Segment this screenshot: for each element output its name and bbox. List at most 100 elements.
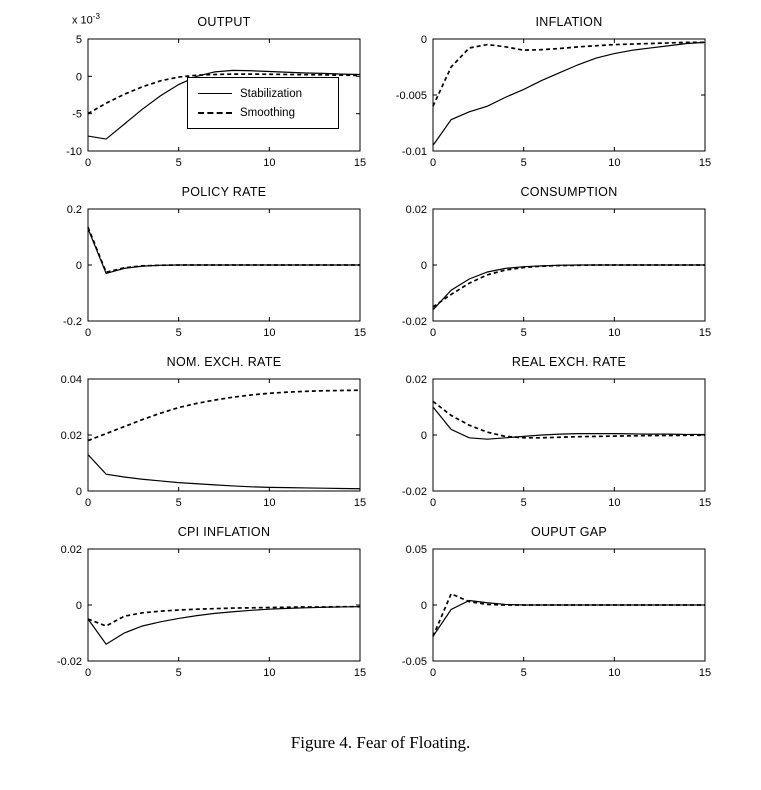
subplot-cpi-inflation: CPI INFLATION 0 5 10 15 -0.02 0 0.02: [38, 522, 383, 686]
x-tick-label: 0: [430, 157, 436, 169]
y-tick-label: 0.02: [406, 204, 427, 216]
series-line-solid: [432, 264, 705, 311]
plot-area-real-exch-rate: 0 5 10 15 -0.02 0 0.02: [383, 373, 723, 515]
plot-area-cpi-inflation: 0 5 10 15 -0.02 0 0.02: [38, 543, 378, 685]
x-tick-label: 10: [608, 157, 620, 169]
x-tick-label: 15: [354, 157, 366, 169]
plot-area-ouput-gap: 0 5 10 15 -0.05 0 0.05: [383, 543, 723, 685]
chart-title-consumption: CONSUMPTION: [520, 185, 618, 199]
chart-canvas: 0 5 10 15 -0.01 -0.005 0: [396, 34, 711, 169]
x-tick-label: 15: [354, 497, 366, 509]
plot-area-consumption: 0 5 10 15 -0.02 0 0.02: [383, 203, 723, 345]
series-line-solid: [87, 228, 360, 275]
x-tick-label: 0: [85, 157, 91, 169]
series-line-dashed: [87, 389, 361, 442]
y-tick-label: 0: [76, 260, 82, 272]
y-tick-label: -0.02: [402, 486, 427, 498]
y-tick-label: -10: [66, 146, 82, 158]
chart-title-inflation: INFLATION: [535, 15, 603, 29]
chart-canvas: 0 5 10 15-0.200.2: [63, 204, 366, 339]
x-tick-label: 10: [608, 667, 620, 679]
y-tick-label: 0: [421, 600, 427, 612]
figure-caption: Figure 4. Fear of Floating.: [290, 733, 471, 752]
subplot-ouput-gap: OUPUT GAP 0 5 10 15 -0.05 0 0.05: [383, 522, 728, 686]
y-tick-label: 0.02: [61, 544, 82, 556]
solid-line-sample-icon: [198, 93, 232, 94]
x-tick-label: 10: [263, 327, 275, 339]
x-tick-label: 10: [263, 497, 275, 509]
x-tick-label: 5: [176, 497, 182, 509]
y-tick-label: 0: [421, 34, 427, 46]
y-axis-scale-label: x 10-3: [72, 12, 100, 27]
y-tick-label: -0.05: [402, 656, 427, 668]
x-tick-label: 5: [521, 497, 527, 509]
subplot-nom-exch-rate: NOM. EXCH. RATE 0 5 10 15 0 0.02 0.04: [38, 352, 383, 516]
y-tick-label: 0.04: [61, 374, 82, 386]
y-tick-label: 0: [421, 430, 427, 442]
chart-title-policy-rate: POLICY RATE: [181, 185, 267, 199]
legend: Stabilization Smoothing: [187, 77, 339, 129]
y-tick-label: 0: [76, 600, 82, 612]
subplot-policy-rate: POLICY RATE 0 5 10 15 -0.2 0 0.2: [38, 182, 383, 346]
subplot-output: x 10-3 OUTPUT 0 5 10 15 -10 -5 0 5 Stabilizatio…: [38, 12, 383, 176]
legend-label-stabilization: Stabilization: [240, 87, 303, 100]
x-tick-label: 5: [176, 157, 182, 169]
x-tick-label: 15: [699, 327, 711, 339]
series-line-dashed: [432, 41, 705, 107]
x-tick-label: 10: [263, 157, 275, 169]
x-tick-label: 5: [521, 157, 527, 169]
x-tick-label: 0: [85, 497, 91, 509]
y-tick-label: -0.02: [402, 316, 427, 328]
y-tick-label: -0.02: [57, 656, 82, 668]
y-tick-label: 0.02: [61, 430, 82, 442]
y-tick-label: -0.005: [396, 90, 427, 102]
x-tick-label: 15: [699, 157, 711, 169]
series-line-dashed: [87, 73, 361, 115]
y-tick-label: 0.05: [406, 544, 427, 556]
y-tick-label: 0: [76, 71, 82, 83]
x-tick-label: 15: [354, 667, 366, 679]
x-tick-label: 10: [608, 327, 620, 339]
plot-area-inflation: 0 5 10 15 -0.01 -0.005 0: [383, 33, 723, 175]
series-line-solid: [432, 599, 705, 637]
x-tick-label: 10: [608, 497, 620, 509]
y-tick-label: -5: [72, 109, 82, 121]
series-line-solid: [87, 69, 361, 140]
x-tick-label: 0: [430, 327, 436, 339]
subplot-real-exch-rate: REAL EXCH. RATE 0 5 10 15 -0.02 0 0.02: [383, 352, 728, 516]
series-line-solid: [87, 454, 361, 490]
chart-title-nom-exch-rate: NOM. EXCH. RATE: [166, 355, 282, 369]
legend-entry-stabilization: Stabilization: [198, 88, 338, 100]
plot-area-output: 0 5 10 15 -10 -5 0 5 Stabilization Smoothing: [38, 33, 378, 175]
series-line-solid: [87, 606, 361, 646]
y-tick-label: -0.2: [63, 316, 82, 328]
chart-title-cpi-inflation: CPI INFLATION: [177, 525, 271, 539]
y-tick-label: 0.02: [406, 374, 427, 386]
series-line-solid: [432, 41, 706, 146]
y-tick-label: 0.2: [67, 204, 82, 216]
x-tick-label: 15: [699, 667, 711, 679]
dashed-line-sample-icon: [198, 111, 232, 114]
x-tick-label: 0: [85, 667, 91, 679]
x-tick-label: 0: [85, 327, 91, 339]
chart-title-output: OUTPUT: [197, 15, 251, 29]
x-tick-label: 0: [430, 497, 436, 509]
chart-title-real-exch-rate: REAL EXCH. RATE: [511, 355, 627, 369]
y-tick-label: 5: [76, 34, 82, 46]
x-tick-label: 5: [176, 667, 182, 679]
x-tick-label: 15: [354, 327, 366, 339]
chart-canvas: 0 5 10 15 0 0.02 0.04: [61, 374, 367, 509]
legend-label-smoothing: Smoothing: [240, 106, 295, 119]
series-line-solid: [432, 406, 705, 440]
y-tick-label: -0.01: [402, 146, 427, 158]
x-tick-label: 10: [263, 667, 275, 679]
x-tick-label: 5: [521, 667, 527, 679]
figure-panel: x 10-3 OUTPUT 0 5 10 15 -10 -5 0 5 Stabilizatio…: [38, 12, 728, 686]
legend-entry-smoothing: Smoothing: [198, 107, 338, 119]
x-tick-label: 5: [176, 327, 182, 339]
x-tick-label: 5: [521, 327, 527, 339]
